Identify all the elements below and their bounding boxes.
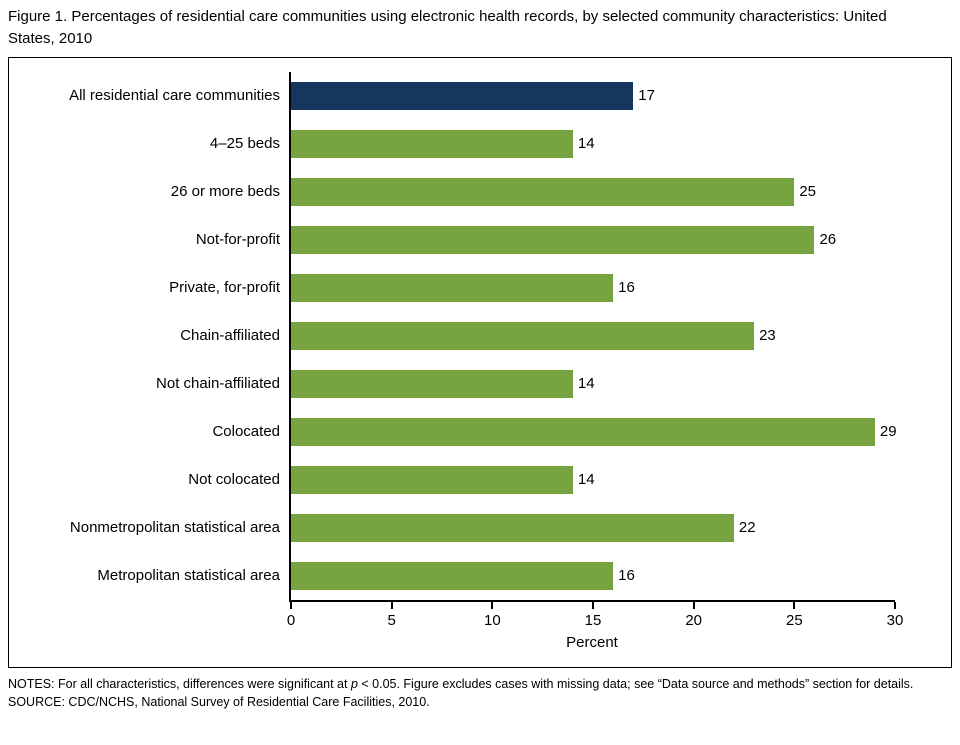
- tick-label: 25: [785, 611, 803, 629]
- category-label: Not-for-profit: [195, 231, 280, 248]
- source-text: SOURCE: CDC/NCHS, National Survey of Res…: [8, 695, 430, 710]
- bar: [291, 225, 815, 254]
- bar-track: 16: [289, 551, 929, 600]
- tick-mark: [390, 601, 393, 609]
- bar-row: All residential care communities 17: [9, 71, 951, 120]
- x-axis-title: Percent: [566, 633, 618, 651]
- bar-track: 14: [289, 119, 929, 168]
- bar-track: 17: [289, 71, 929, 120]
- bar-row: Not colocated 14: [9, 455, 951, 504]
- category-label: Chain-affiliated: [180, 327, 280, 344]
- category-label: 26 or more beds: [170, 183, 280, 200]
- value-label: 16: [618, 567, 635, 584]
- bar-track: 14: [289, 359, 929, 408]
- bar-row: Private, for-profit 16: [9, 263, 951, 312]
- bar-track: 23: [289, 311, 929, 360]
- bar-track: 26: [289, 215, 929, 264]
- bar-track: 22: [289, 503, 929, 552]
- bar: [291, 369, 573, 398]
- bar-row: 4–25 beds 14: [9, 119, 951, 168]
- bar-track: 14: [289, 455, 929, 504]
- bar: [291, 561, 614, 590]
- category-label: Colocated: [212, 423, 280, 440]
- tick-mark: [290, 601, 292, 609]
- bar-row: Metropolitan statistical area 16: [9, 551, 951, 600]
- category-label: Not colocated: [188, 471, 280, 488]
- value-label: 23: [759, 327, 776, 344]
- bar: [291, 129, 573, 158]
- tick-label: 10: [483, 611, 501, 629]
- bar: [291, 465, 573, 494]
- bar: [291, 177, 795, 206]
- bar-row: Colocated 29: [9, 407, 951, 456]
- value-label: 25: [799, 183, 817, 200]
- notes-suffix: < 0.05. Figure excludes cases with missi…: [357, 676, 914, 691]
- plot-area: All residential care communities 17 4–25 b…: [9, 71, 951, 600]
- category-label: Metropolitan statistical area: [97, 567, 280, 584]
- bar-track: 25: [289, 167, 929, 216]
- category-label: Not chain-affiliated: [156, 375, 280, 392]
- tick-mark: [793, 601, 796, 609]
- bar: [291, 417, 875, 446]
- category-label: 4–25 beds: [209, 135, 280, 152]
- bar-row: Not-for-profit 26: [9, 215, 951, 264]
- category-label: All residential care communities: [69, 87, 280, 104]
- tick-mark: [894, 601, 896, 609]
- value-label: 26: [819, 231, 837, 248]
- tick-mark: [592, 601, 594, 609]
- bar-row: Not chain-affiliated 14: [9, 359, 951, 408]
- tick-label: 0: [286, 611, 296, 629]
- value-label: 16: [618, 279, 635, 296]
- bar-row: Nonmetropolitan statistical area 22: [9, 503, 951, 552]
- value-label: 22: [738, 519, 756, 536]
- x-axis: 0 5 10 15 20 25 30: [286, 599, 903, 634]
- bar-row: 26 or more beds 25: [9, 167, 951, 216]
- bar-track: 16: [289, 263, 929, 312]
- bar-row: Chain-affiliated 23: [9, 311, 951, 360]
- value-label: 14: [577, 135, 595, 152]
- bar: [291, 513, 734, 542]
- tick-label: 15: [584, 611, 602, 629]
- value-label: 14: [577, 375, 595, 392]
- bar: [291, 81, 634, 110]
- category-label: Nonmetropolitan statistical area: [69, 519, 280, 536]
- notes-italic-p: p: [350, 676, 358, 691]
- value-label: 17: [638, 87, 655, 104]
- notes-prefix: NOTES: For all characteristics, differen…: [8, 676, 351, 691]
- tick-label: 30: [886, 611, 904, 629]
- tick-mark: [491, 601, 494, 609]
- category-label: Private, for-profit: [169, 279, 280, 296]
- value-label: 14: [577, 471, 595, 488]
- figure-title: Figure 1. Percentages of residential car…: [8, 8, 887, 47]
- value-label: 29: [879, 423, 897, 440]
- bar-track: 29: [289, 407, 929, 456]
- tick-label: 20: [685, 611, 702, 629]
- bar: [291, 321, 755, 350]
- bar: [291, 273, 614, 302]
- tick-label: 5: [387, 611, 396, 629]
- chart-frame: All residential care communities 17 4–25 b…: [8, 56, 952, 668]
- tick-mark: [692, 601, 695, 609]
- notes-text: NOTES: For all characteristics, differen…: [8, 675, 952, 694]
